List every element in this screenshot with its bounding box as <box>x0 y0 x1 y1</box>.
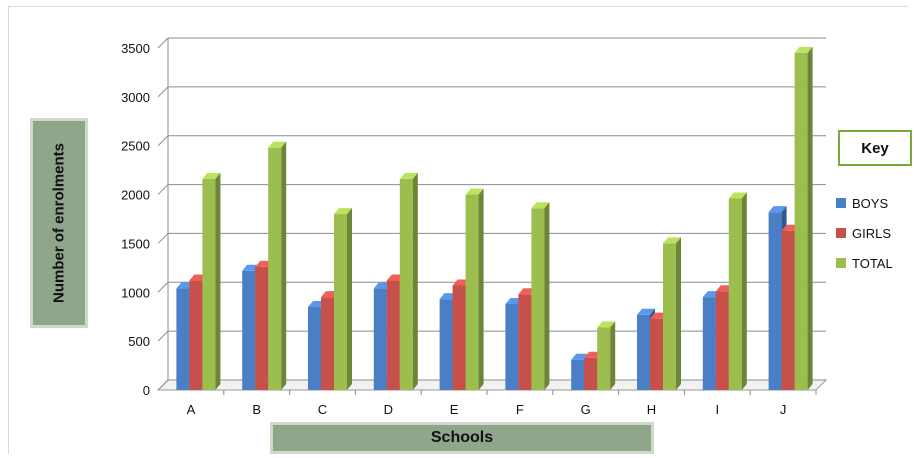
bar-girls-H <box>650 318 663 390</box>
x-tick-label: I <box>715 402 719 417</box>
bar-total-A <box>202 178 216 390</box>
x-axis-label: Schools <box>430 429 494 446</box>
bar-total-H <box>663 243 676 390</box>
bar-boys-D <box>373 288 387 390</box>
bar-boys-I <box>702 297 716 390</box>
bar-boys-H <box>637 314 650 390</box>
y-tick-label: 3500 <box>121 41 150 56</box>
y-tick-label: 1500 <box>121 236 150 251</box>
legend-item-boys: BOYS <box>836 194 888 212</box>
bar-boys-B <box>242 270 256 390</box>
bar-girls-J <box>781 230 795 390</box>
bar-layer <box>176 46 813 391</box>
bar-boys-G <box>571 359 585 390</box>
x-tick-label: D <box>384 402 393 417</box>
legend-title-box: Key <box>838 130 912 166</box>
bar-top-total-H <box>663 237 681 244</box>
x-tick-label: E <box>450 402 459 417</box>
bar-total-D <box>399 178 413 390</box>
bar-side-total-D <box>412 172 418 390</box>
bar-girls-E <box>452 285 466 390</box>
bar-top-total-E <box>465 188 484 195</box>
bar-top-boys-J <box>768 206 787 213</box>
bar-girls-D <box>386 280 400 390</box>
bar-total-I <box>728 198 742 390</box>
y-tick-label: 3000 <box>121 90 150 105</box>
legend-swatch <box>836 258 846 268</box>
x-tick-label: B <box>252 402 261 417</box>
bar-total-F <box>531 208 545 390</box>
bar-side-total-E <box>478 188 484 390</box>
x-tick-label: H <box>647 402 656 417</box>
bar-side-total-F <box>544 202 550 390</box>
legend-title: Key <box>861 139 889 157</box>
bar-total-C <box>334 214 347 390</box>
gridline-depth <box>157 184 169 195</box>
bar-boys-C <box>308 306 321 390</box>
frame-top-border <box>8 6 908 7</box>
bar-girls-I <box>715 291 729 390</box>
x-tick-label: A <box>187 402 196 417</box>
bar-girls-A <box>189 280 203 390</box>
bar-top-total-B <box>268 141 287 148</box>
x-axis-label-box: Schools <box>270 422 654 454</box>
bar-top-total-C <box>334 208 352 215</box>
tick-layer: 0 500 1000 1500 2000 2500 3000 3500 A B C D E F G H I J <box>121 41 817 417</box>
legend: BOYS GIRLS TOTAL <box>836 190 914 280</box>
legend-label: GIRLS <box>852 225 892 241</box>
gridline-depth <box>157 37 169 49</box>
x-tick-label: J <box>780 402 787 417</box>
y-tick-label: 2000 <box>121 188 150 203</box>
legend-item-girls: GIRLS <box>836 224 891 242</box>
bar-side-total-H <box>676 237 681 390</box>
x-tick-label: F <box>516 402 524 417</box>
bar-total-J <box>794 52 808 391</box>
gridline-depth <box>157 330 169 342</box>
bar-total-E <box>465 194 479 390</box>
bar-top-total-F <box>531 202 550 209</box>
bar-boys-F <box>505 304 519 390</box>
y-tick-label: 500 <box>128 334 150 349</box>
y-tick-label: 1000 <box>121 285 150 300</box>
bar-top-boys-H <box>637 308 655 315</box>
bar-top-total-D <box>399 172 418 179</box>
bar-top-total-A <box>202 172 221 179</box>
gridline-depth <box>157 379 169 391</box>
bar-side-total-C <box>347 208 352 390</box>
bar-side-total-G <box>610 321 616 390</box>
legend-label: TOTAL <box>852 255 893 271</box>
bar-side-total-A <box>215 172 221 390</box>
bar-boys-E <box>439 299 453 390</box>
bar-girls-F <box>518 294 532 390</box>
bar-boys-J <box>768 212 782 390</box>
legend-item-total: TOTAL <box>836 254 893 272</box>
frame-left-border <box>8 6 9 454</box>
bar-boys-A <box>176 288 190 390</box>
bar-top-total-I <box>728 192 747 199</box>
bar-side-total-J <box>807 46 813 391</box>
bar-girls-C <box>321 297 334 390</box>
gridline-depth <box>157 135 169 147</box>
y-axis-label-box: Number of enrolments <box>30 118 88 328</box>
bar-top-total-G <box>597 321 616 328</box>
bar-girls-G <box>584 357 598 390</box>
legend-label: BOYS <box>852 195 889 211</box>
legend-swatch <box>836 198 846 208</box>
x-tick-label: C <box>318 402 327 417</box>
bar-total-B <box>268 147 282 390</box>
y-tick-label: 2500 <box>121 139 150 154</box>
gridline-depth <box>157 86 169 98</box>
x-tick-label: G <box>581 402 591 417</box>
bar-total-G <box>597 327 611 390</box>
bar-girls-B <box>255 266 269 390</box>
bar-side-total-I <box>741 192 747 390</box>
gridline-depth <box>157 233 169 244</box>
gridline-depth <box>157 281 169 293</box>
legend-swatch <box>836 228 846 238</box>
bar-side-total-B <box>281 141 287 390</box>
bar-top-total-J <box>794 46 813 53</box>
y-tick-label: 0 <box>143 383 150 398</box>
